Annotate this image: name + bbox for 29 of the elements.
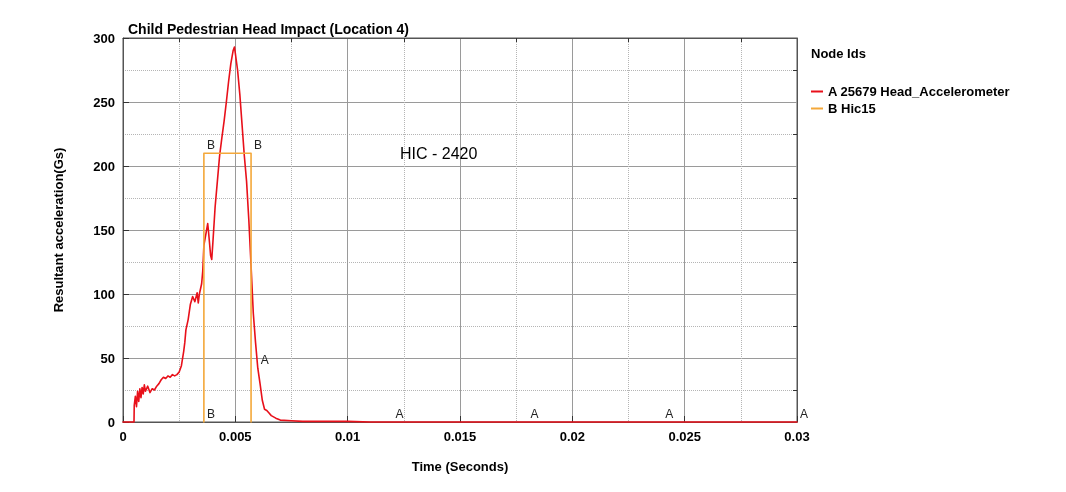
y-axis-title: Resultant acceleration(Gs) (51, 147, 66, 313)
annotation: A (260, 353, 269, 368)
annotation: HIC - 2420 (400, 144, 478, 162)
x-tick-label: 0.015 (443, 429, 477, 444)
x-tick-label: 0.02 (559, 429, 585, 444)
x-tick-label: 0.01 (335, 429, 361, 444)
x-axis-title: Time (Seconds) (411, 459, 509, 474)
y-tick-label: 0 (107, 414, 115, 430)
x-tick-label: 0.005 (219, 429, 252, 444)
annotation: A (800, 407, 809, 421)
legend-label: B Hic15 (828, 101, 876, 116)
x-tick-label: 0.03 (784, 429, 810, 444)
y-tick-label: 150 (93, 222, 115, 238)
annotation: B (254, 138, 263, 153)
annotation: A (665, 407, 674, 421)
annotation: B (206, 138, 215, 153)
y-tick-label: 50 (100, 350, 115, 366)
y-tick-label: 100 (93, 286, 115, 302)
y-tick-label: 200 (93, 158, 115, 174)
annotation: A (530, 407, 539, 421)
legend-title: Node Ids (811, 46, 866, 61)
chart-title: Child Pedestrian Head Impact (Location 4) (128, 21, 409, 37)
annotation: B (206, 407, 215, 421)
x-tick-label: 0.025 (668, 429, 701, 444)
y-tick-label: 250 (93, 94, 115, 110)
y-tick-label: 300 (93, 30, 115, 46)
legend-label: A 25679 Head_Accelerometer (828, 84, 1010, 99)
x-tick-label: 0 (119, 429, 127, 444)
annotation: A (395, 407, 404, 421)
